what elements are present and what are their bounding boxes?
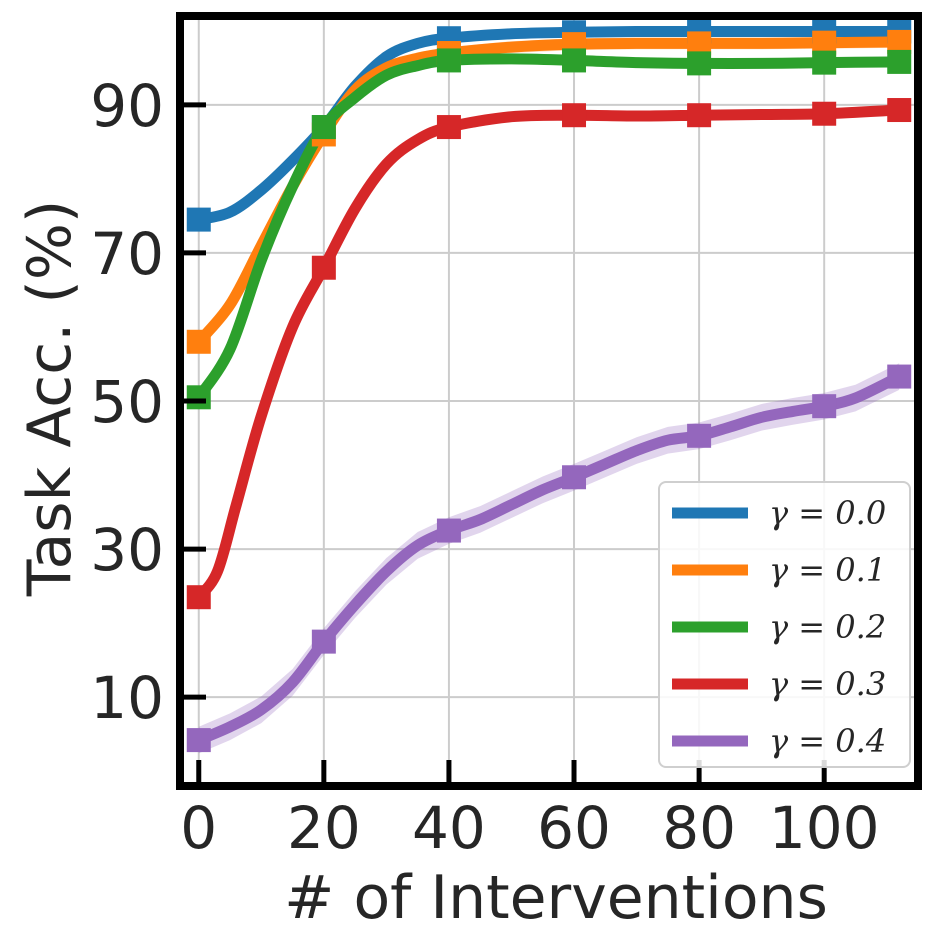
- series-4-line: [193, 371, 905, 746]
- series-2-marker: [436, 48, 461, 73]
- series-3-marker: [687, 103, 712, 128]
- series-2-line: [193, 53, 905, 403]
- series-4-marker: [687, 423, 712, 448]
- series-4-marker: [311, 629, 336, 654]
- series-1-marker: [186, 329, 211, 354]
- series-3-marker: [436, 115, 461, 140]
- axis-ticks: [184, 102, 827, 782]
- series-0-line: [193, 25, 905, 226]
- x-tick-label: 20: [287, 794, 361, 862]
- legend-label: γ = 0.3: [769, 665, 886, 703]
- x-tick-label: 60: [537, 794, 611, 862]
- x-tick-label: 0: [180, 794, 217, 862]
- series-2-marker: [687, 51, 712, 76]
- series-4-marker: [186, 728, 211, 753]
- series-0-marker: [186, 207, 211, 232]
- x-axis-label: # of Interventions: [284, 863, 828, 933]
- x-tick-label: 80: [662, 794, 736, 862]
- legend-box: [658, 481, 911, 768]
- series-2-marker: [812, 50, 837, 75]
- plot-frame: [176, 12, 922, 790]
- y-tick-label: 70: [90, 220, 164, 288]
- series-1-marker: [887, 29, 912, 54]
- series-3-marker: [186, 585, 211, 610]
- y-tick-label: 50: [90, 368, 164, 436]
- legend: γ = 0.0 γ = 0.1 γ = 0.2 γ = 0.3 γ = 0.4: [658, 481, 911, 768]
- y-tick-labels: 10 30 50 70 90: [90, 72, 164, 732]
- series-lines: [193, 25, 905, 746]
- legend-label: γ = 0.1: [769, 551, 886, 589]
- series-4-marker: [436, 518, 461, 543]
- y-axis-label: Task Acc. (%): [15, 200, 85, 598]
- series-2-marker: [562, 48, 587, 73]
- x-tick-label: 40: [412, 794, 486, 862]
- series-4-marker: [562, 465, 587, 490]
- series-3-line: [193, 104, 905, 603]
- series-4-marker: [812, 394, 837, 419]
- y-tick-label: 90: [90, 72, 164, 140]
- series-3-marker: [812, 101, 837, 126]
- series-3-marker: [887, 98, 912, 123]
- y-tick-label: 10: [90, 664, 164, 732]
- series-markers: [186, 19, 912, 753]
- x-tick-label: 100: [769, 794, 880, 862]
- series-2-band: [198, 55, 900, 401]
- series-3-marker: [311, 255, 336, 280]
- series-2-marker: [887, 49, 912, 74]
- legend-label: γ = 0.2: [769, 608, 886, 646]
- legend-label: γ = 0.4: [769, 722, 886, 760]
- x-tick-labels: 0 20 40 60 80 100: [180, 794, 879, 862]
- series-3-marker: [562, 103, 587, 128]
- legend-label: γ = 0.0: [769, 494, 886, 532]
- series-2-marker: [186, 385, 211, 410]
- y-tick-label: 30: [90, 516, 164, 584]
- series-4-marker: [887, 364, 912, 389]
- series-2-marker: [311, 115, 336, 140]
